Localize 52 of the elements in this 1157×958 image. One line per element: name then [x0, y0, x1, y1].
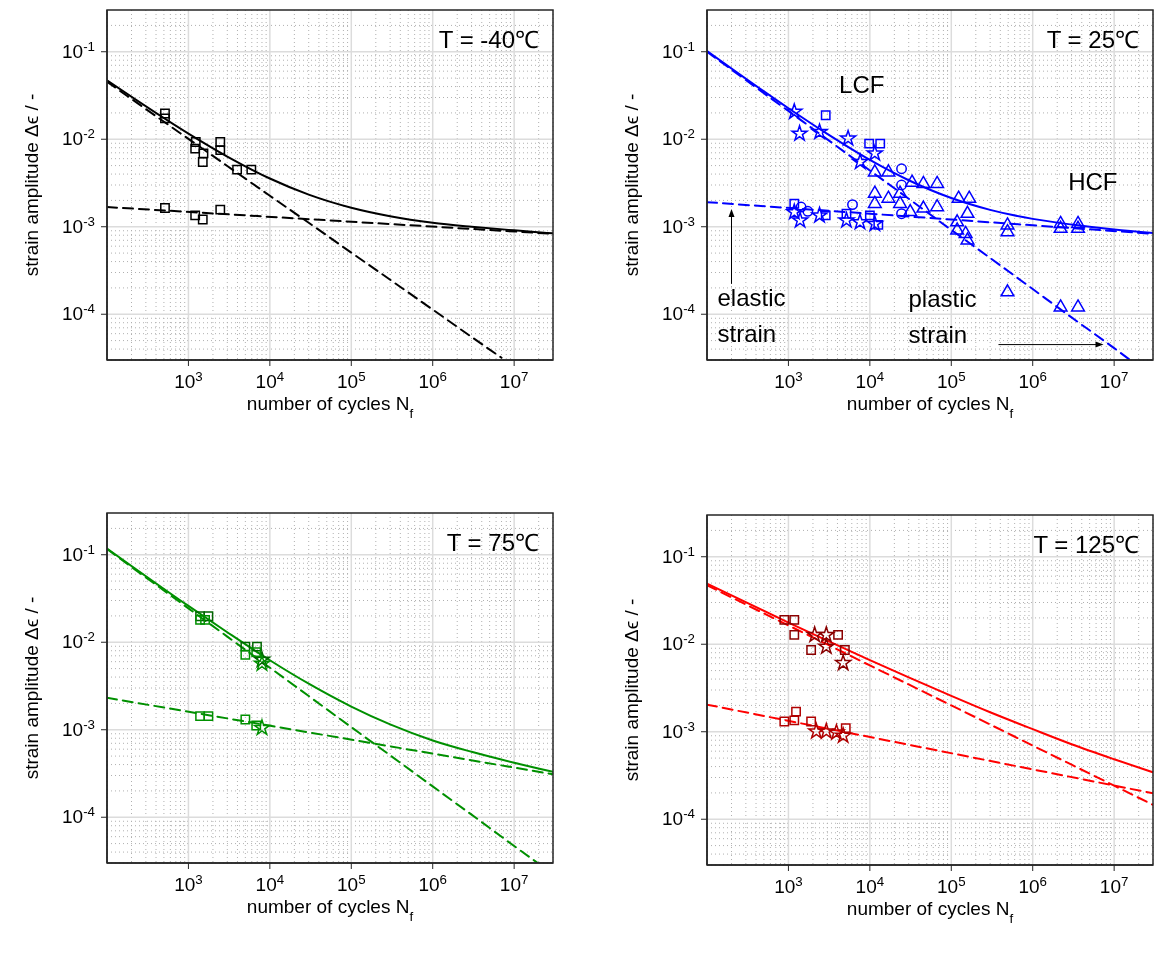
x-tick-label: 10$^{5}$: [937, 368, 966, 392]
y-axis-title: strain amplitude Δϵ / -: [21, 596, 42, 780]
x-tick-label: 10$^{6}$: [1018, 368, 1047, 392]
x-tick-label: 10$^{5}$: [337, 871, 366, 895]
y-tick-label: 10$^{-1}$: [662, 543, 695, 567]
x-tick-label: 10$^{3}$: [774, 873, 803, 897]
y-tick-label: 10$^{-1}$: [62, 38, 95, 62]
x-axis-title: number of cycles N$_{f}$: [846, 393, 1014, 421]
y-tick-label: 10$^{-4}$: [662, 300, 695, 325]
x-tick-label: 10$^{7}$: [1099, 873, 1129, 897]
y-axis-title: strain amplitude Δϵ / -: [621, 598, 642, 782]
y-tick-label: 10$^{-3}$: [662, 718, 695, 742]
y-tick-label: 10$^{-4}$: [62, 300, 95, 325]
y-tick-label: 10$^{-1}$: [662, 38, 695, 62]
y-tick-label: 10$^{-3}$: [62, 716, 95, 740]
y-tick-label: 10$^{-4}$: [62, 803, 95, 828]
x-tick-label: 10$^{7}$: [1099, 368, 1129, 392]
text: T = 125℃: [1033, 531, 1139, 558]
x-tick-label: 10$^{6}$: [1018, 873, 1047, 897]
x-axis-title: number of cycles N$_{f}$: [246, 393, 414, 421]
x-tick-label: 10$^{5}$: [937, 873, 966, 897]
x-tick-label: 10$^{4}$: [855, 873, 885, 897]
x-tick-label: 10$^{7}$: [499, 871, 529, 895]
annotation: HCF: [1068, 167, 1118, 195]
x-tick-label: 10$^{4}$: [255, 871, 285, 895]
y-tick-label: 10$^{-2}$: [662, 125, 695, 150]
x-tick-label: 10$^{6}$: [418, 871, 447, 895]
y-axis-title: strain amplitude Δϵ / -: [621, 93, 642, 277]
y-tick-label: 10$^{-2}$: [62, 125, 95, 150]
annotation: elastic strain: [717, 283, 786, 347]
x-tick-label: 10$^{6}$: [418, 368, 447, 392]
x-tick-label: 10$^{3}$: [174, 871, 203, 895]
text: T = 25℃: [1046, 26, 1139, 53]
x-tick-label: 10$^{3}$: [774, 368, 803, 392]
y-tick-label: 10$^{-2}$: [662, 630, 695, 655]
y-tick-label: 10$^{-4}$: [662, 805, 695, 830]
x-tick-label: 10$^{7}$: [499, 368, 529, 392]
annotation: LCF: [839, 71, 885, 99]
text: T = 75℃: [446, 529, 539, 556]
x-tick-label: 10$^{4}$: [855, 368, 885, 392]
y-axis-title: strain amplitude Δϵ / -: [21, 93, 42, 277]
y-tick-label: 10$^{-3}$: [62, 213, 95, 237]
x-tick-label: 10$^{3}$: [174, 368, 203, 392]
x-axis-title: number of cycles N$_{f}$: [246, 896, 414, 924]
y-tick-label: 10$^{-2}$: [62, 628, 95, 653]
text: T = -40℃: [438, 26, 539, 53]
x-axis-title: number of cycles N$_{f}$: [846, 898, 1014, 926]
y-tick-label: 10$^{-1}$: [62, 541, 95, 565]
annotation: plastic strain: [908, 284, 977, 348]
x-tick-label: 10$^{4}$: [255, 368, 285, 392]
x-tick-label: 10$^{5}$: [337, 368, 366, 392]
y-tick-label: 10$^{-3}$: [662, 213, 695, 237]
